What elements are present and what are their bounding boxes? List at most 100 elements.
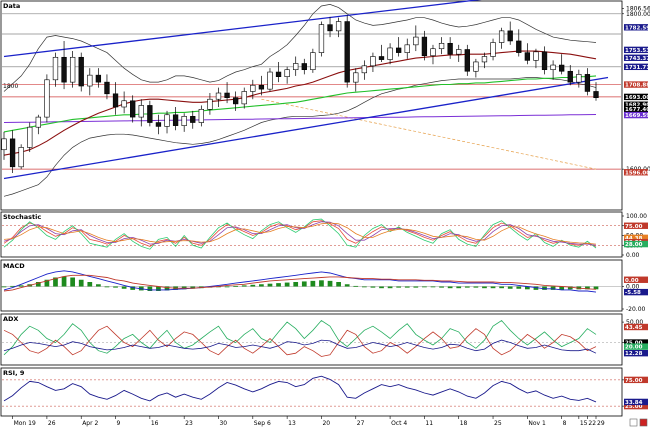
macd-hist-bar-53: [456, 286, 462, 289]
candle-body-49: [421, 36, 428, 57]
date-label-3: 9: [117, 420, 121, 427]
macd-tag-1: -5.58: [625, 290, 641, 296]
stochastic-series-1: [3, 218, 597, 250]
candle-body-48: [413, 36, 419, 46]
candle-body-12: [104, 81, 110, 95]
candle-body-60: [516, 40, 522, 53]
macd-hist-bar-12: [104, 286, 110, 288]
candle-body-27: [232, 97, 239, 105]
macd-hist-bar-6: [53, 277, 58, 287]
candle-body-54: [464, 49, 470, 72]
macd-hist-bar-56: [482, 286, 487, 289]
macd-pane-title: MACD: [3, 262, 25, 270]
price-tag-bg-4: [624, 81, 648, 88]
rsi-tag-1: 25.00: [625, 404, 643, 410]
date-label-2: Apr 2: [82, 420, 98, 427]
price-tag-0: 1782.59: [625, 25, 650, 31]
adx-series-0: [3, 319, 597, 356]
candle-body-55: [473, 61, 479, 72]
candle-body-43: [370, 56, 376, 67]
date-label-6: 30: [219, 420, 227, 427]
price-axis-label-0: 1806.56: [626, 6, 650, 13]
price-tag-bg-8: [624, 111, 648, 119]
candle-body-45: [387, 47, 393, 60]
adx-pane: ADX: [0, 313, 623, 366]
candle-body-2: [18, 147, 24, 168]
macd-hist-bar-38: [327, 280, 333, 287]
candle-body-28: [241, 91, 247, 105]
date-label-17: 15: [580, 420, 588, 427]
macd-hist-bar-66: [567, 286, 573, 290]
macd-hist-bar-32: [276, 283, 281, 287]
stochastic-pane: Stochastic: [0, 211, 623, 258]
macd-hist-bar-15: [130, 286, 136, 290]
candle-body-23: [198, 109, 204, 123]
candle-body-39: [335, 21, 342, 32]
candle-body-44: [378, 56, 385, 60]
candle-body-32: [275, 71, 282, 77]
adx-tag-2: 20.00: [625, 345, 643, 351]
candle-body-18: [155, 122, 162, 127]
rsi-tag-bg-1: [624, 402, 648, 410]
candle-body-10: [87, 74, 93, 87]
stochastic-series-3: [3, 222, 597, 245]
macd-hist-bar-14: [121, 286, 127, 289]
candle-body-38: [327, 24, 333, 32]
macd-hist-bar-60: [516, 286, 522, 289]
macd-hist-bar-69: [593, 286, 599, 290]
macd-hist-bar-28: [241, 285, 247, 287]
macd-hist-bar-41: [353, 285, 359, 287]
price-tag-bg-1: [624, 46, 648, 54]
price-tag-9: 1596.00: [625, 170, 650, 176]
macd-hist-bar-57: [490, 286, 496, 289]
candle-body-17: [147, 105, 153, 123]
macd-hist-bar-10: [87, 282, 93, 287]
macd-hist-bar-42: [361, 286, 367, 288]
candle-body-26: [224, 92, 230, 98]
candle-body-6: [52, 56, 59, 81]
price-tag-bg-2: [624, 54, 648, 61]
stochastic-axis-label-4: 0.00: [626, 252, 640, 259]
macd-hist-bar-43: [370, 286, 376, 288]
candle-body-36: [310, 52, 316, 71]
stochastic-axis-label-0: 100.00: [626, 213, 647, 220]
stochastic-tag-bg-3: [624, 240, 648, 248]
macd-line: [3, 270, 597, 293]
stochastic-tag-1: 44.38: [625, 236, 643, 242]
adx-pane-title: ADX: [3, 315, 18, 323]
macd-hist-bar-37: [319, 280, 324, 287]
price-tag-7: 1677.40: [625, 107, 650, 113]
date-label-7: Sep 6: [254, 420, 271, 427]
candle-body-13: [112, 93, 119, 108]
macd-hist-bar-68: [585, 286, 590, 290]
price-level-label: 1800: [3, 83, 18, 90]
price-axis-label-1: 1800.00: [626, 11, 650, 18]
stochastic-tag-bg-0: [624, 222, 648, 229]
rsi-tag-bg-0: [624, 376, 648, 384]
bollinger-lower-line: [3, 77, 597, 197]
date-label-1: 26: [48, 420, 56, 427]
red-ma-line: [3, 50, 597, 156]
date-label-19: 29: [597, 420, 605, 427]
candle-body-24: [207, 98, 213, 110]
price-tag-1: 1753.53: [625, 48, 650, 54]
macd-hist-bar-63: [542, 286, 547, 290]
rsi-tag-2: 33.84: [625, 400, 643, 406]
macd-hist-bar-47: [404, 286, 410, 288]
macd-hist-bar-30: [259, 284, 264, 287]
macd-tag-0: 0.00: [625, 278, 639, 284]
date-label-11: Oct 4: [391, 420, 407, 427]
candle-body-62: [533, 51, 539, 61]
macd-hist-bar-18: [156, 286, 161, 291]
macd-hist-bar-7: [61, 276, 67, 287]
price-tag-4: 1708.88: [625, 83, 650, 89]
candle-body-3: [27, 126, 33, 148]
macd-hist-bar-13: [113, 286, 118, 288]
macd-hist-bar-48: [413, 286, 419, 288]
adx-tag-bg-0: [624, 323, 648, 331]
candle-body-25: [215, 92, 222, 100]
macd-axis-label-1: -20.00: [626, 306, 646, 313]
rsi-pane: RSI, 9: [0, 367, 623, 417]
candle-body-57: [490, 42, 496, 57]
macd-hist-bar-4: [35, 282, 41, 287]
